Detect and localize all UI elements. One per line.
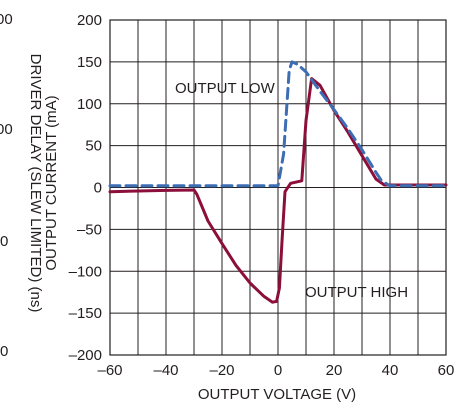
x-tick-label: 40 — [382, 362, 399, 379]
x-tick-label: –60 — [97, 362, 122, 379]
partial-left-tick-3: 0 — [0, 233, 8, 250]
y-tick-labels: 200 150 100 50 0 –50 –100 –150 –200 — [69, 12, 102, 364]
series-output-low-line — [108, 60, 448, 188]
partial-left-tick-1: 00 — [0, 11, 13, 28]
y-tick-label: –50 — [77, 221, 102, 238]
partial-left-axis: 00 00 0 0 DRIVER DELAY (SLEW LIMITED) (n… — [0, 11, 44, 360]
x-tick-label: –20 — [209, 362, 234, 379]
y-tick-label: –200 — [69, 347, 102, 364]
series-layer — [108, 60, 448, 304]
y-tick-label: 50 — [85, 138, 102, 155]
x-tick-label: 60 — [438, 362, 455, 379]
x-tick-label: 20 — [326, 362, 343, 379]
y-tick-label: –100 — [69, 263, 102, 280]
y-tick-label: –150 — [69, 305, 102, 322]
x-tick-label: 0 — [274, 362, 282, 379]
y-tick-label: 100 — [77, 96, 102, 113]
y-tick-label: 200 — [77, 12, 102, 29]
x-tick-labels: –60 –40 –20 0 20 40 60 — [97, 362, 454, 379]
series-output-high-line — [108, 77, 448, 304]
annotation-output-low: OUTPUT LOW — [175, 80, 276, 97]
y-tick-label: 0 — [94, 180, 102, 197]
annotation-output-high: OUTPUT HIGH — [305, 284, 408, 301]
plot-grid — [109, 19, 447, 356]
partial-left-axis-title: DRIVER DELAY (SLEW LIMITED) (ns) — [27, 54, 44, 313]
x-axis-title: OUTPUT VOLTAGE (V) — [198, 386, 356, 403]
partial-left-tick-2: 00 — [0, 121, 13, 138]
y-axis-title: OUTPUT CURRENT (mA) — [43, 95, 60, 270]
y-tick-label: 150 — [77, 54, 102, 71]
x-tick-label: –40 — [153, 362, 178, 379]
partial-left-tick-4: 0 — [0, 343, 8, 360]
